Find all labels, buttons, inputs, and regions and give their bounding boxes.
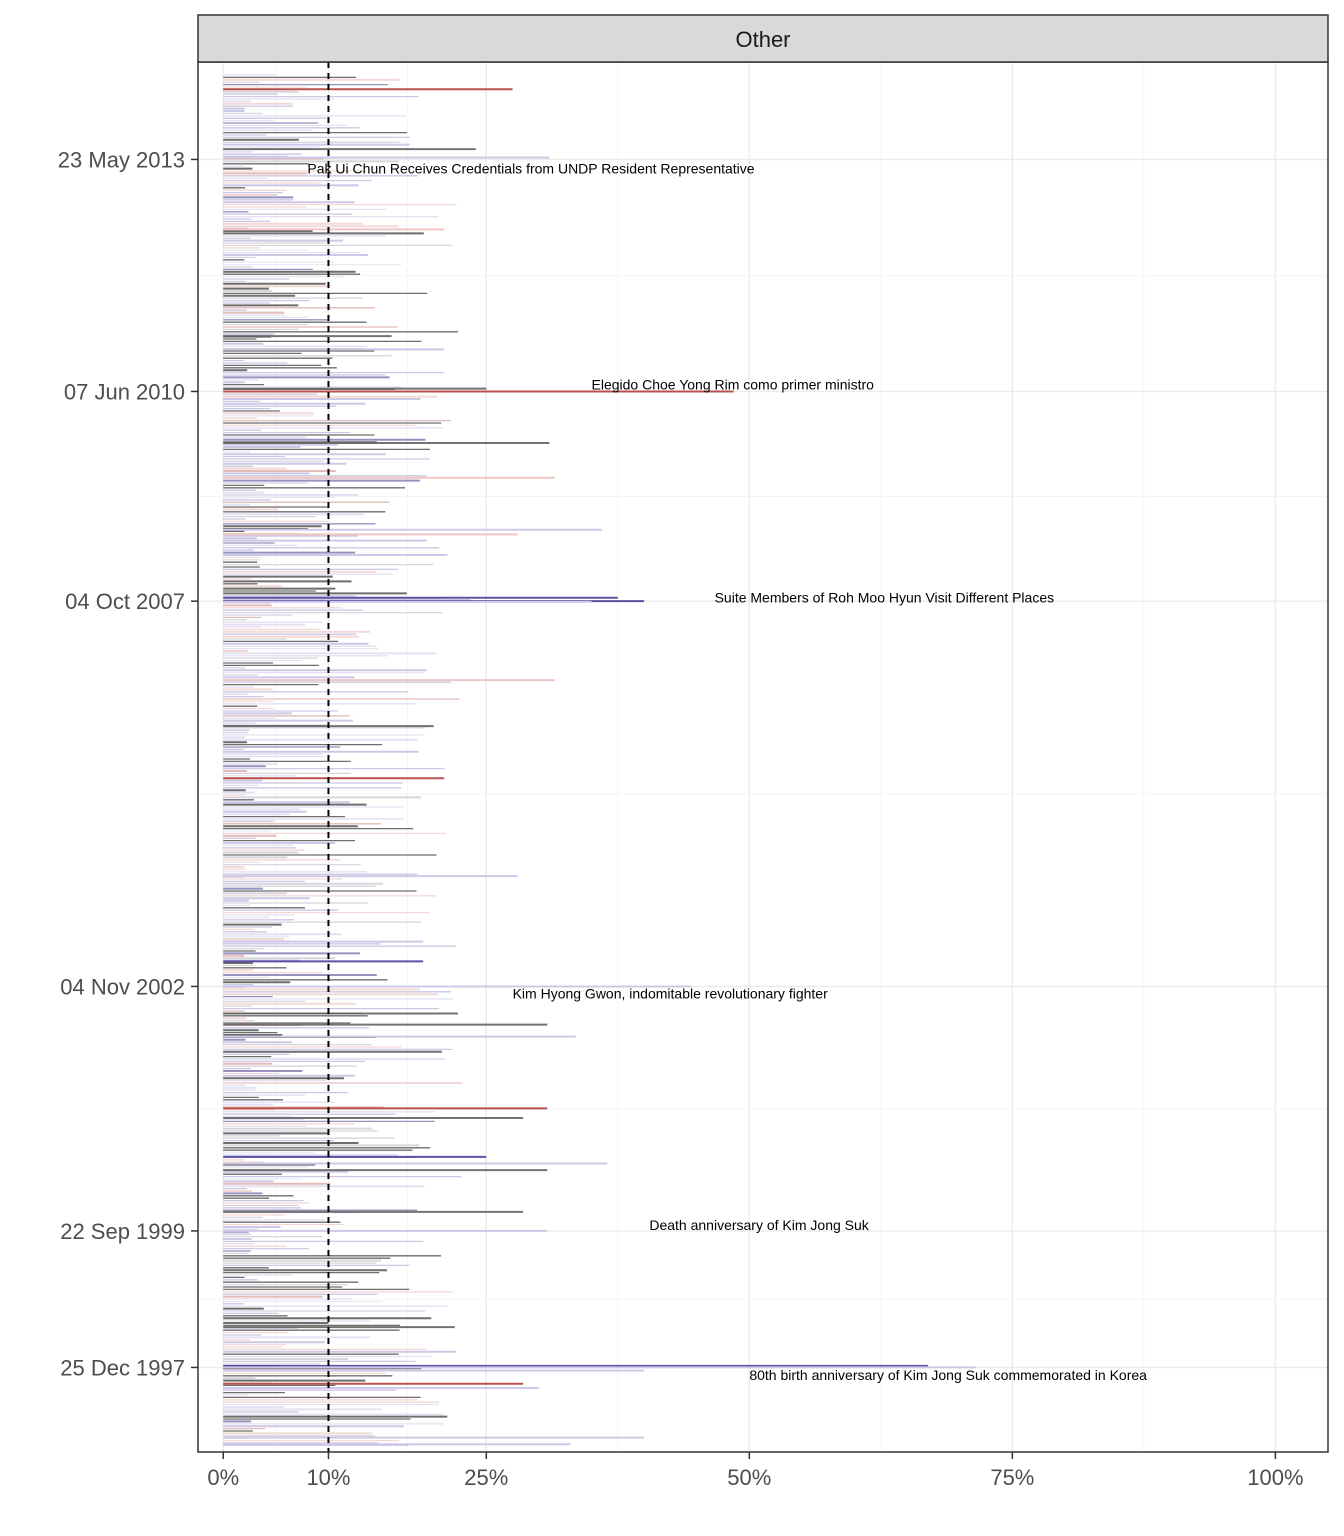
annotations: Pak Ui Chun Receives Credentials from UN…	[307, 161, 1147, 1383]
y-tick-label: 04 Nov 2002	[60, 974, 185, 999]
grid-lines	[198, 62, 1328, 1452]
axes: 23 May 2013 07 Jun 2010 04 Oct 2007 04 Nov …	[58, 147, 1304, 1490]
annotation-label: Suite Members of Roh Moo Hyun Visit Diff…	[715, 590, 1055, 606]
facet-strip-label: Other	[735, 27, 790, 52]
y-tick-label: 23 May 2013	[58, 147, 185, 172]
x-tick-label: 25%	[464, 1465, 508, 1490]
annotation-label: Death anniversary of Kim Jong Suk	[649, 1217, 869, 1233]
bars	[223, 74, 976, 1447]
annotation-label: 80th birth anniversary of Kim Jong Suk c…	[749, 1367, 1147, 1383]
plot-panel-background	[198, 62, 1328, 1452]
y-tick-label: 25 Dec 1997	[60, 1355, 185, 1380]
facet-strip	[197, 14, 1329, 63]
y-tick-label: 04 Oct 2007	[65, 589, 185, 614]
annotation-label: Kim Hyong Gwon, indomitable revolutionar…	[513, 986, 828, 1002]
x-tick-label: 75%	[990, 1465, 1034, 1490]
x-tick-label: 0%	[207, 1465, 239, 1490]
x-tick-label: 100%	[1247, 1465, 1303, 1490]
x-tick-label: 50%	[727, 1465, 771, 1490]
annotation-label: Pak Ui Chun Receives Credentials from UN…	[307, 161, 754, 177]
x-tick-label: 10%	[306, 1465, 350, 1490]
annotation-label: Elegido Choe Yong Rim como primer minist…	[592, 376, 875, 392]
y-tick-label: 22 Sep 1999	[60, 1219, 185, 1244]
y-tick-label: 07 Jun 2010	[64, 379, 185, 404]
